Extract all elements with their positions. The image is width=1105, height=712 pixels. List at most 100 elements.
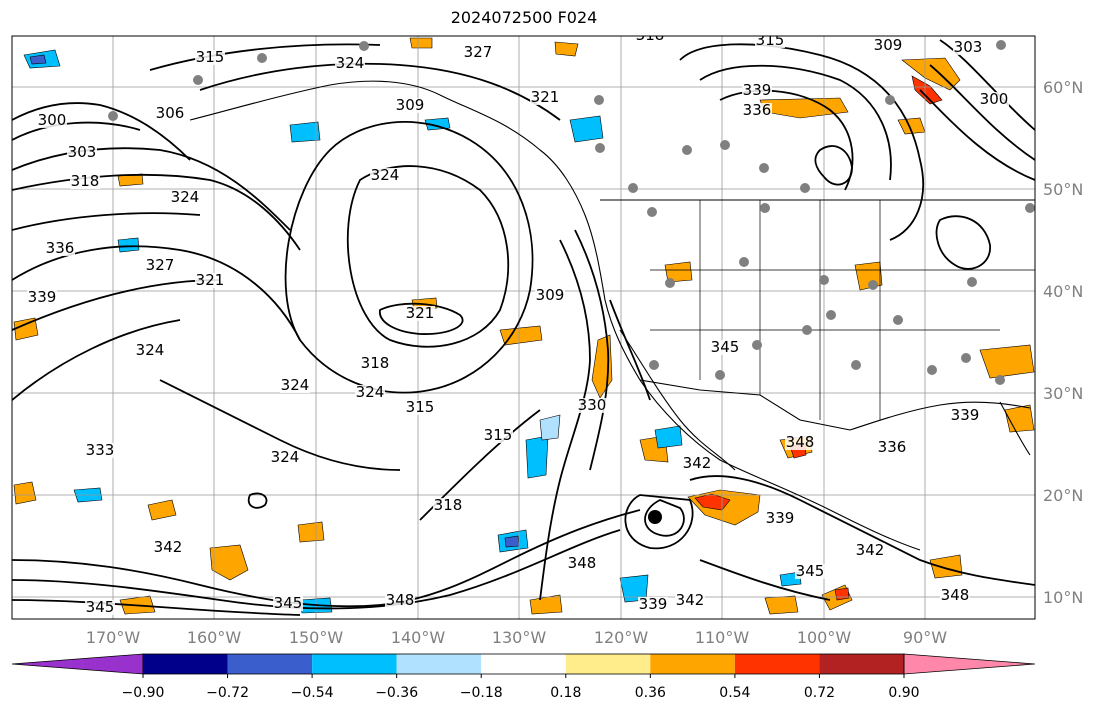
orange-patch: [147, 499, 177, 521]
colorbar-tick-label: 0.72: [804, 685, 835, 701]
contour-label-bg: [195, 50, 225, 65]
contour-label: 315: [756, 31, 785, 49]
contour-line: [12, 212, 201, 231]
contour-line: [247, 492, 268, 509]
colorbar-segment: [819, 654, 904, 674]
contour-label-bg: [270, 450, 300, 465]
contour-label: 342: [856, 541, 885, 559]
contour-label: 318: [361, 354, 390, 372]
station-dot: [961, 353, 971, 363]
colorbar-tick-label: 0.18: [550, 685, 581, 701]
contour-label-bg: [195, 273, 225, 288]
longitude-label: 90°W: [903, 628, 947, 647]
contour-label: 339: [951, 406, 980, 424]
contour-label: 348: [941, 586, 970, 604]
contour-label-bg: [940, 588, 970, 603]
station-dot: [893, 315, 903, 325]
contour-label-bg: [170, 190, 200, 205]
orange-patch: [297, 521, 325, 543]
orange-patch: [13, 481, 37, 505]
contour-label-bg: [463, 45, 493, 60]
contour-label-bg: [280, 378, 310, 393]
blue-patch: [289, 121, 321, 143]
contour-line: [699, 559, 831, 601]
contour-line: [939, 39, 1035, 131]
contour-label: 327: [146, 256, 175, 274]
colorbar-segment: [227, 654, 313, 674]
contour-label-bg: [385, 593, 415, 608]
colorbar-segment: [565, 654, 651, 674]
contour-label-bg: [355, 385, 385, 400]
latitude-label: 30°N: [1043, 384, 1083, 403]
contour-label: 309: [536, 286, 565, 304]
station-dot: [257, 53, 267, 63]
gulf-coast: [849, 401, 1031, 431]
contour-line: [159, 379, 401, 471]
contour-label: 342: [683, 454, 712, 472]
contour-label-bg: [85, 443, 115, 458]
contour-line: [12, 121, 141, 141]
contour-label: 345: [711, 338, 740, 356]
contour-label-bg: [635, 36, 665, 43]
contour-line: [12, 245, 301, 341]
colorbar-tick-label: 0.36: [635, 685, 666, 701]
contour-label: 345: [274, 594, 303, 612]
orange-patch: [979, 344, 1035, 379]
station-dot: [193, 75, 203, 85]
red-patch: [911, 75, 943, 105]
contour-label-bg: [135, 343, 165, 358]
contour-line: [814, 145, 853, 186]
blue-patch: [654, 425, 683, 449]
contour-label-bg: [273, 596, 303, 611]
contour-label-bg: [335, 56, 365, 71]
contour-line: [12, 529, 621, 610]
map-frame: [11, 35, 1036, 620]
orange-patch: [499, 325, 543, 346]
contour-label-bg: [145, 258, 175, 273]
latitude-label: 10°N: [1043, 588, 1083, 607]
orange-patch: [409, 37, 433, 49]
contour-line: [679, 43, 924, 241]
contour-label: 339: [743, 81, 772, 99]
contour-label: 324: [336, 54, 365, 72]
station-dot: [108, 111, 118, 121]
latitude-label: 60°N: [1043, 78, 1083, 97]
colorbar-segment: [650, 654, 735, 674]
contour-line: [346, 165, 510, 348]
colorbar-tick-label: 0.54: [719, 685, 750, 701]
orange-patch: [209, 544, 249, 581]
contour-label-bg: [953, 40, 983, 55]
station-dot: [1025, 203, 1035, 213]
blue-patch: [117, 237, 140, 253]
station-dot: [996, 40, 1006, 50]
contour-label: 324: [281, 376, 310, 394]
contour-label-bg: [395, 98, 425, 113]
contour-label: 300: [980, 90, 1009, 108]
red-patch: [834, 587, 850, 601]
contour-label: 339: [639, 595, 668, 613]
station-dot: [595, 143, 605, 153]
contour-label-bg: [577, 398, 607, 413]
station-dot: [647, 207, 657, 217]
orange-patch: [13, 317, 39, 341]
contour-label: 345: [86, 598, 115, 616]
florida: [999, 401, 1031, 456]
contour-line: [624, 494, 694, 550]
colorbar-extend-min: [11, 653, 144, 675]
contour-label: 324: [356, 383, 385, 401]
contour-label-bg: [950, 408, 980, 423]
contour-label-bg: [682, 456, 712, 471]
contour-label: 300: [38, 111, 67, 129]
blue-patch: [569, 115, 604, 143]
colorbar-tick-label: −0.90: [122, 685, 165, 701]
contour-label-bg: [710, 340, 740, 355]
contour-label-bg: [70, 174, 100, 189]
contour-label-bg: [405, 400, 435, 415]
contour-label: 321: [531, 88, 560, 106]
station-dot: [665, 278, 675, 288]
station-dot: [649, 360, 659, 370]
chart-title: 2024072500 F024: [450, 8, 598, 27]
west-coast: [439, 94, 921, 551]
alaska-coast: [189, 80, 441, 121]
